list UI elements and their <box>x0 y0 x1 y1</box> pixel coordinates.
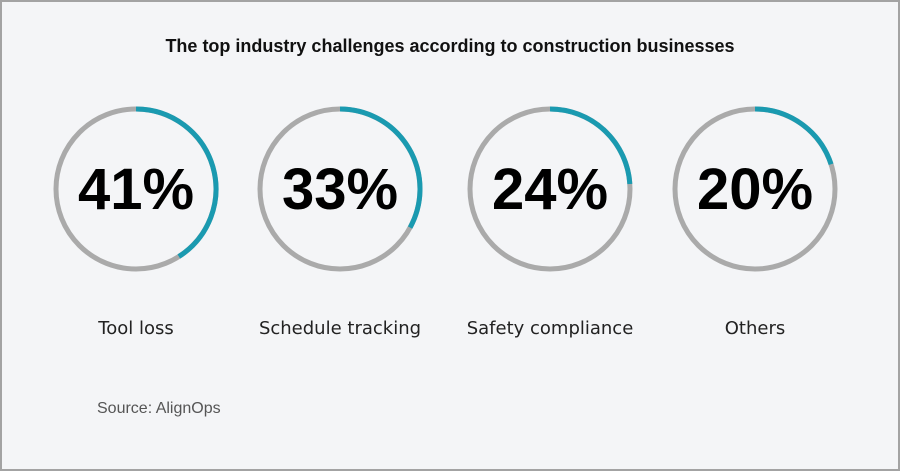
value-label: 41% <box>78 157 194 222</box>
ring-progress-3 <box>549 106 633 185</box>
value-label: 33% <box>282 157 398 222</box>
category-label: Tool loss <box>98 318 174 339</box>
value-label: 24% <box>492 157 608 222</box>
ring-progress-1 <box>135 106 219 259</box>
source-note: Source: AlignOps <box>97 400 221 417</box>
category-label: Schedule tracking <box>258 318 422 339</box>
chart-title: The top industry challenges according to… <box>165 36 735 56</box>
category-label: Safety compliance <box>466 318 634 339</box>
value-label: 20% <box>697 157 813 222</box>
category-label: Others <box>724 318 786 339</box>
ring-progress-4 <box>754 106 834 166</box>
ring-progress-2 <box>339 106 423 229</box>
